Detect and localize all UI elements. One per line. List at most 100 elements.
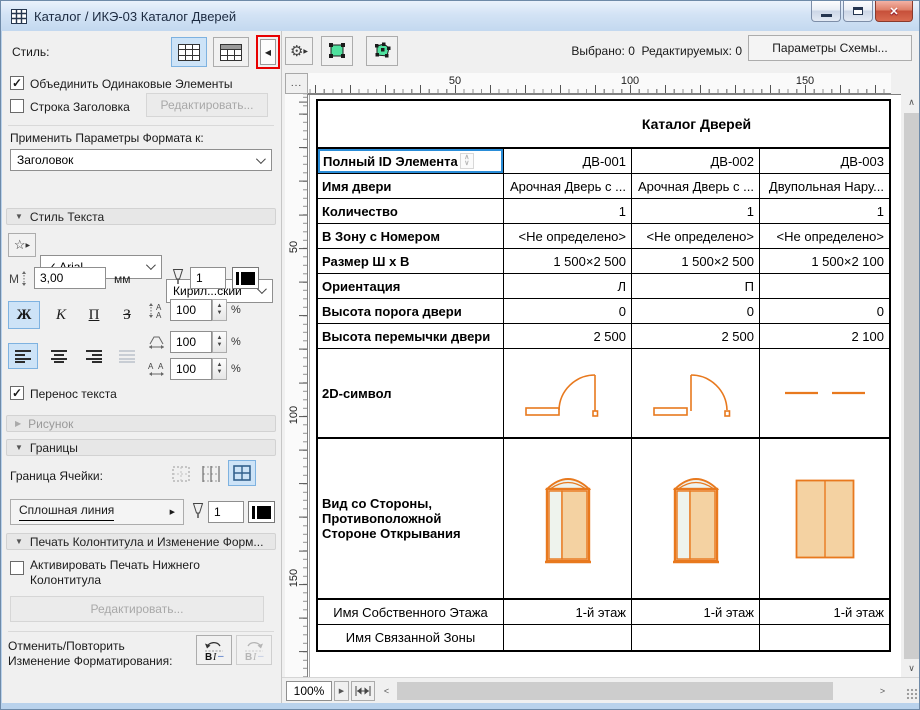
select-all-button[interactable] [321, 36, 353, 66]
table-cell[interactable]: 1-й этаж [833, 604, 884, 620]
field-cell[interactable]: Вид со Стороны, Противоположной Стороне … [318, 439, 504, 598]
footer-edit-button[interactable]: Редактировать... [10, 596, 264, 622]
table-cell[interactable] [760, 349, 889, 437]
table-cell[interactable]: П [632, 274, 760, 298]
fit-width-button[interactable] [351, 681, 375, 701]
header-row-checkbox[interactable] [10, 99, 24, 113]
table-cell[interactable] [504, 439, 632, 598]
undo-format-button[interactable]: B I – [196, 635, 232, 665]
align-right-button[interactable] [79, 343, 109, 369]
zoom-level-box[interactable]: 100% [286, 681, 332, 701]
footer-print-checkbox[interactable] [10, 561, 24, 575]
table-cell[interactable]: 1 [632, 199, 760, 223]
italic-button[interactable]: К [56, 306, 66, 323]
border-vertical-button[interactable] [198, 462, 224, 486]
scheme-settings-button[interactable]: Параметры Схемы... [748, 35, 912, 61]
scroll-down-button[interactable]: ∨ [903, 660, 919, 677]
field-cell[interactable]: В Зону с Номером [318, 224, 504, 248]
vertical-scroll-thumb[interactable] [904, 113, 919, 659]
table-cell[interactable] [632, 439, 760, 598]
favorites-button[interactable]: ☆ ▶ [8, 233, 36, 257]
scroll-right-button[interactable]: > [874, 681, 891, 701]
redo-format-button[interactable]: B I – [236, 635, 272, 665]
table-cell[interactable]: 1 500×2 100 [811, 253, 884, 269]
table-cell[interactable]: ДВ-003 [840, 153, 885, 169]
field-cell[interactable]: 2D-символ [318, 349, 504, 437]
table-cell[interactable]: 2 500 [632, 324, 760, 348]
table-cell[interactable]: Арочная Дверь с ... [504, 174, 632, 198]
table-cell[interactable] [760, 274, 889, 298]
minimize-button[interactable] [811, 1, 841, 22]
table-cell[interactable] [632, 349, 760, 437]
field-cell[interactable]: Количество [318, 199, 504, 223]
field-cell[interactable]: Высота перемычки двери [318, 324, 504, 348]
align-center-button[interactable] [44, 343, 74, 369]
close-button[interactable]: ✕ [875, 1, 913, 22]
line-type-select[interactable]: Сплошная линия ▶ [10, 499, 184, 525]
text-pen-input[interactable]: 1 [190, 267, 226, 289]
table-cell[interactable] [760, 625, 889, 650]
underline-button[interactable]: П [88, 306, 100, 323]
table-cell[interactable]: 1 [504, 199, 632, 223]
table-cell[interactable]: 1-й этаж [632, 600, 760, 624]
field-cell[interactable]: Имя Собственного Этажа [318, 600, 504, 624]
field-cell-selected[interactable]: Полный ID Элемента [318, 149, 504, 173]
field-cell[interactable]: Имя Связанной Зоны [318, 625, 504, 650]
table-cell[interactable]: ДВ-002 [632, 149, 760, 173]
table-cell[interactable]: 2 100 [851, 328, 884, 344]
field-cell[interactable]: Высота порога двери [318, 299, 504, 323]
scroll-up-button[interactable]: ∧ [903, 94, 919, 111]
text-style-section-header[interactable]: ▼ Стиль Текста [6, 208, 276, 225]
table-cell[interactable]: 2 500 [504, 324, 632, 348]
table-cell[interactable]: 0 [504, 299, 632, 323]
collapse-panel-button[interactable] [260, 39, 276, 65]
ruler-options-button[interactable]: ... [285, 73, 308, 94]
border-none-button[interactable] [168, 462, 194, 486]
table-cell[interactable]: Двупольная Нару... [768, 178, 884, 194]
table-cell[interactable] [632, 625, 760, 650]
table-cell[interactable]: 0 [876, 303, 884, 319]
footer-section-header[interactable]: ▼ Печать Колонтитула и Изменение Форм... [6, 533, 276, 550]
picture-section-header[interactable]: ▶ Рисунок [6, 415, 276, 432]
align-left-button[interactable] [8, 343, 38, 369]
border-pen-input[interactable]: 1 [208, 501, 244, 523]
field-cell[interactable]: Размер Ш х В [318, 249, 504, 273]
table-cell[interactable] [504, 625, 632, 650]
char-spacing-input[interactable]: 100 [170, 358, 212, 380]
table-cell[interactable]: <Не определено> [504, 224, 632, 248]
wrap-text-checkbox[interactable] [10, 386, 24, 400]
table-cell[interactable]: <Не определено> [776, 228, 884, 244]
zoom-menu-button[interactable]: ▶ [334, 681, 349, 701]
text-pen-color-swatch[interactable] [232, 267, 259, 289]
resize-grip[interactable] [906, 688, 917, 699]
table-cell[interactable] [760, 439, 889, 598]
strikethrough-button[interactable]: З [123, 306, 131, 323]
apply-format-select[interactable]: Заголовок [10, 149, 272, 171]
border-all-button[interactable] [228, 460, 256, 486]
table-title-row[interactable]: Каталог Дверей [318, 101, 889, 149]
width-factor-input[interactable]: 100 [170, 331, 212, 353]
char-spacing-spinner[interactable] [212, 358, 227, 380]
field-cell[interactable]: Имя двери [318, 174, 504, 198]
align-justify-button[interactable] [112, 343, 142, 369]
field-cell[interactable]: Ориентация [318, 274, 504, 298]
line-spacing-input[interactable]: 100 [170, 299, 212, 321]
border-pen-color-swatch[interactable] [248, 501, 275, 523]
horizontal-scroll-thumb[interactable] [397, 682, 833, 700]
style-merged-button[interactable] [171, 37, 207, 67]
field-spinner[interactable] [459, 153, 474, 169]
bold-button[interactable]: Ж [8, 301, 40, 329]
header-edit-button[interactable]: Редактировать... [146, 93, 268, 117]
table-cell[interactable]: Арочная Дверь с ... [632, 174, 760, 198]
table-cell[interactable]: ДВ-001 [504, 149, 632, 173]
scroll-left-button[interactable]: < [378, 681, 395, 701]
table-cell[interactable]: 1-й этаж [504, 600, 632, 624]
table-cell[interactable]: 1 500×2 500 [632, 249, 760, 273]
borders-section-header[interactable]: ▼ Границы [6, 439, 276, 456]
font-size-input[interactable]: 3,00 [34, 267, 106, 289]
table-cell[interactable] [504, 349, 632, 437]
width-factor-spinner[interactable] [212, 331, 227, 353]
table-cell[interactable]: 1 [876, 203, 884, 219]
table-cell[interactable]: Л [504, 274, 632, 298]
style-flat-button[interactable] [213, 37, 249, 67]
